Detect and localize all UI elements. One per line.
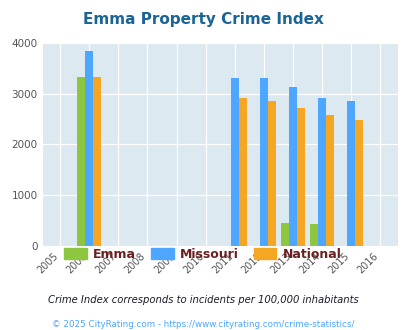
Legend: Emma, Missouri, National: Emma, Missouri, National — [60, 243, 345, 266]
Bar — [230, 78, 238, 246]
Bar — [238, 98, 246, 246]
Bar — [267, 101, 275, 246]
Text: Crime Index corresponds to incidents per 100,000 inhabitants: Crime Index corresponds to incidents per… — [47, 295, 358, 305]
Text: Emma Property Crime Index: Emma Property Crime Index — [82, 12, 323, 26]
Bar — [325, 115, 333, 246]
Bar — [318, 98, 325, 246]
Bar — [288, 87, 296, 246]
Bar — [347, 101, 354, 246]
Bar — [93, 78, 101, 246]
Bar — [77, 78, 85, 246]
Text: © 2025 CityRating.com - https://www.cityrating.com/crime-statistics/: © 2025 CityRating.com - https://www.city… — [51, 320, 354, 329]
Bar — [296, 108, 304, 246]
Bar — [354, 120, 362, 246]
Bar — [309, 224, 318, 246]
Bar — [281, 222, 288, 246]
Bar — [259, 78, 267, 246]
Bar — [85, 51, 93, 246]
